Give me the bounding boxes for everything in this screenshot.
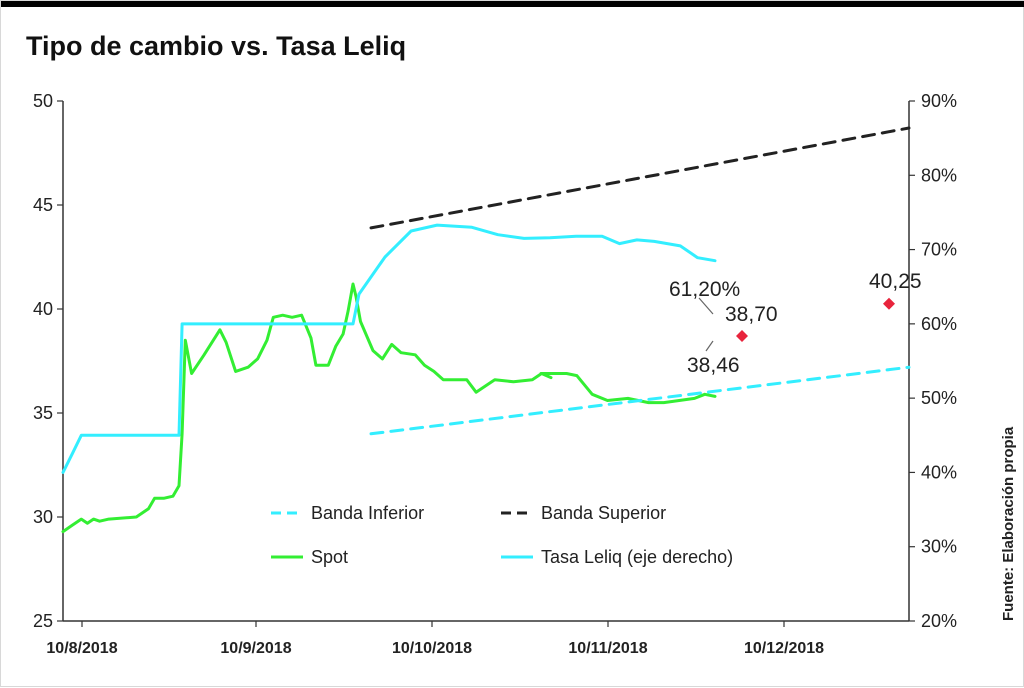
x-tick-label: 10/8/2018 [46,640,117,657]
legend-layer: Banda Inferior Banda Superior Spot Tasa Lel… [271,503,733,567]
annotation-label: 40,25 [869,270,922,293]
annotation-label: 38,70 [725,303,778,326]
annotation-layer: 61,20%38,70 38,46 40,25 [669,270,922,377]
y-left-tick-label: 45 [33,195,53,215]
series-line-spot [61,282,553,534]
y-right-tick-label: 40% [921,462,957,482]
y-left-tick-label: 30 [33,507,53,527]
y-right-tick-label: 30% [921,537,957,557]
y-left-tick-label: 25 [33,611,53,631]
chart-title: Tipo de cambio vs. Tasa Leliq [26,31,406,61]
series-line-banda_inferior [369,365,911,436]
x-tick-label: 10/11/2018 [568,640,647,657]
series-line-spot_tail [539,372,717,405]
spot-leader-line [705,340,714,352]
y-right-tick-label: 90% [921,91,957,111]
legend-label-spot: Spot [311,547,348,567]
x-tick-label: 10/12/2018 [744,640,824,657]
annotation-label: 61,20% [669,278,740,301]
y-right-tick-label: 70% [921,240,957,260]
marker-38-70 [736,330,748,343]
legend-label-leliq: Tasa Leliq (eje derecho) [541,547,733,567]
annotation-label: 38,46 [687,354,740,377]
legend-label-banda_inferior: Banda Inferior [311,503,424,523]
leliq-leader-line [698,297,714,315]
y-left-tick-label: 35 [33,403,53,423]
y-left-tick-label: 50 [33,91,53,111]
top-frame-bar [1,1,1024,7]
marker-40-25 [883,297,895,310]
series-line-banda_superior [369,126,911,230]
source-note: Fuente: Elaboración propia [1000,426,1017,621]
legend-label-banda_superior: Banda Superior [541,503,666,523]
series-line-leliq [61,223,717,474]
y-right-tick-label: 20% [921,611,957,631]
y-right-tick-label: 60% [921,314,957,334]
axes-layer: 25 30 35 40 45 50 20% 30% 40% 50% 60% 70% 80% 90% 10/8… [33,91,957,657]
x-tick-label: 10/9/2018 [220,640,291,657]
y-right-tick-label: 80% [921,165,957,185]
x-tick-label: 10/10/2018 [392,640,472,657]
y-right-tick-label: 50% [921,388,957,408]
series-layer [61,126,911,534]
y-left-tick-label: 40 [33,299,53,319]
